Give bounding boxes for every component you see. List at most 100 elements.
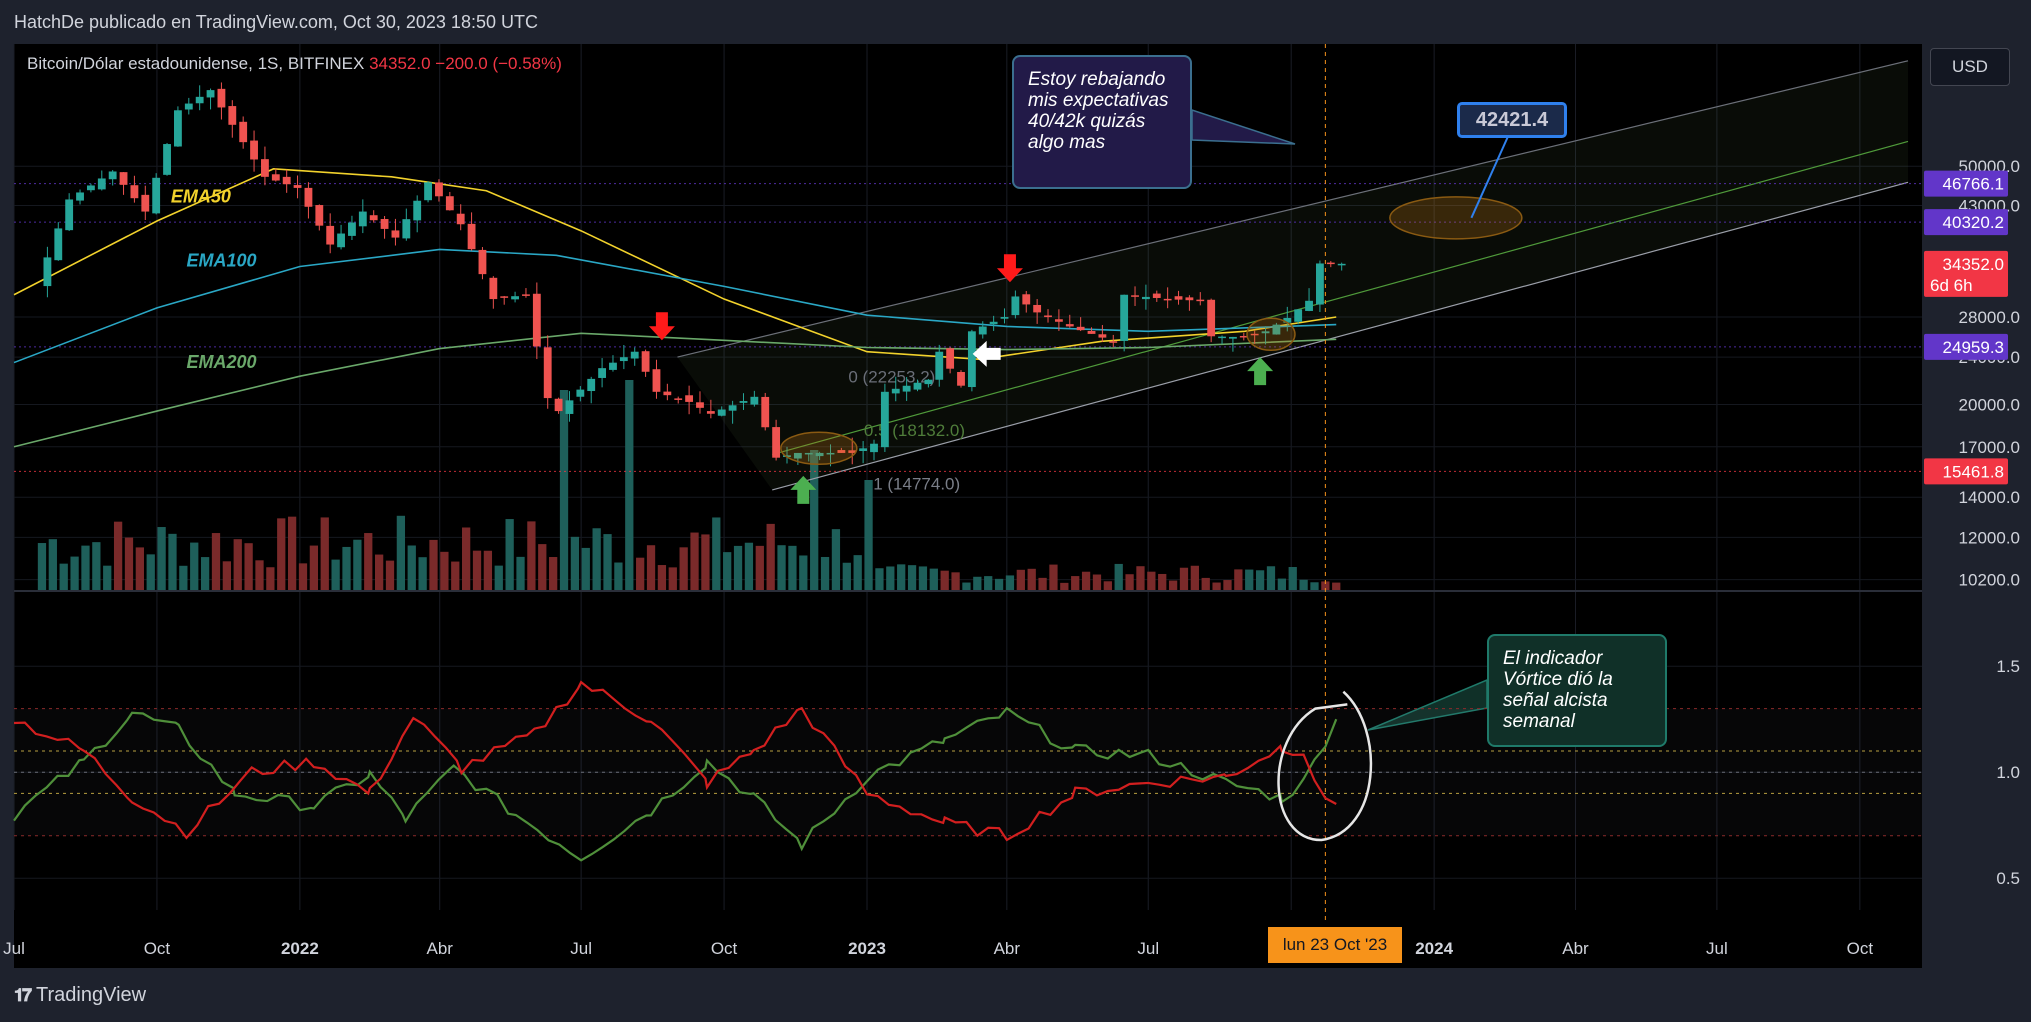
volume-bar xyxy=(559,390,569,590)
volume-bar xyxy=(538,544,547,590)
candle-body xyxy=(337,233,345,248)
candle-body xyxy=(163,144,171,175)
volume-bar xyxy=(603,534,612,590)
horizontal-levels xyxy=(14,183,1922,472)
volume-bar xyxy=(1081,571,1091,590)
price-level-label: 40320.2 xyxy=(1943,213,2004,232)
candle-body xyxy=(543,347,552,399)
volume-bar xyxy=(1179,567,1189,590)
volume-bar xyxy=(298,563,308,590)
annotation-callout-vortex[interactable]: El indicador Vórtice dió la señal alcist… xyxy=(1487,634,1667,747)
time-tick-label: Oct xyxy=(1847,939,1874,958)
volume-bar xyxy=(570,536,580,590)
currency-button[interactable]: USD xyxy=(1930,48,2010,86)
tradingview-logo[interactable]: 𝟏𝟕 TradingView xyxy=(14,984,146,1007)
candle-body xyxy=(1141,296,1150,300)
candle-body xyxy=(728,405,737,411)
annotation-callout-price[interactable]: Estoy rebajando mis expectativas 40/42k … xyxy=(1012,55,1192,189)
candle-body xyxy=(978,326,987,335)
candle-body xyxy=(1207,299,1216,337)
volume-bar xyxy=(320,517,329,590)
publisher-bar: HatchDe publicado en TradingView.com, Oc… xyxy=(0,0,2031,44)
volume-bar xyxy=(712,517,721,590)
volume-bar xyxy=(385,560,395,590)
volume-bar xyxy=(222,561,231,590)
volume-bar xyxy=(1255,570,1265,590)
volume-bar xyxy=(766,523,775,590)
volume-bar xyxy=(897,564,906,590)
candle-body xyxy=(1294,309,1303,322)
volume-bar xyxy=(527,521,536,590)
candle-body xyxy=(1033,304,1042,313)
volume-bar xyxy=(951,572,960,590)
time-tick-label: Jul xyxy=(3,939,25,958)
candle-body xyxy=(761,396,770,428)
volume-bar xyxy=(287,516,297,590)
candle-body xyxy=(880,391,889,448)
time-tick-label: Abr xyxy=(1562,939,1589,958)
price-level-label: 46766.1 xyxy=(1943,175,2004,194)
price-level-badge xyxy=(1924,458,2008,485)
volume-bar xyxy=(190,542,199,590)
candle-body xyxy=(1065,324,1074,327)
chart-background xyxy=(14,44,1922,968)
volume-bar xyxy=(266,567,275,590)
candle-body xyxy=(946,348,955,369)
time-tick-label: Abr xyxy=(994,939,1021,958)
volume-bar xyxy=(875,568,884,590)
signal-circle xyxy=(1277,690,1373,842)
volume-bar xyxy=(907,565,917,590)
candle-body xyxy=(1000,317,1009,319)
candle-body xyxy=(891,388,900,394)
volume-bar xyxy=(777,545,786,590)
candle-body xyxy=(826,452,835,455)
candle-body xyxy=(500,296,509,298)
candle-body xyxy=(228,106,237,125)
volume-bar xyxy=(614,562,623,590)
highlight-ellipse xyxy=(780,431,858,466)
price-level-badge xyxy=(1924,333,2008,360)
volume-bar xyxy=(831,529,841,590)
candle-body xyxy=(141,194,150,212)
volume-bar xyxy=(1310,582,1319,590)
candle-body xyxy=(598,368,607,378)
price-tick-label: 10200.0 xyxy=(1959,571,2020,590)
candle-body xyxy=(1218,336,1226,339)
candle-body xyxy=(804,452,813,455)
volume-bar xyxy=(973,576,982,590)
candle-body xyxy=(413,200,422,221)
volume-bar xyxy=(918,566,928,590)
candle-body xyxy=(76,192,84,201)
candle-body xyxy=(793,452,802,459)
volume-bar xyxy=(103,565,112,590)
candle-body xyxy=(1076,326,1085,331)
volume-bars xyxy=(37,380,1341,590)
candle-body xyxy=(924,379,933,385)
footer-bar: 𝟏𝟕 TradingView xyxy=(0,968,2031,1022)
volume-bar xyxy=(994,578,1004,590)
volume-bar xyxy=(244,543,253,590)
candle-body xyxy=(435,182,443,197)
fib-level-label: 0.5 (18132.0) xyxy=(864,421,965,440)
price-level-badge xyxy=(1924,209,2008,236)
volume-bar xyxy=(1266,566,1276,590)
candle-body xyxy=(1054,319,1063,322)
tradingview-brand: TradingView xyxy=(36,984,147,1006)
left-arrow-icon xyxy=(972,340,1001,367)
time-tick-label: 2024 xyxy=(1415,939,1453,958)
target-price-label[interactable]: 42421.4 xyxy=(1457,102,1567,138)
symbol-legend[interactable]: Bitcoin/Dólar estadounidense, 1S, BITFIN… xyxy=(27,54,562,74)
candle-body xyxy=(456,213,465,225)
candle-body xyxy=(261,159,269,177)
oscillator-tick-label: 0.5 xyxy=(1996,869,2020,888)
volume-bar xyxy=(1027,568,1036,590)
publisher-text: HatchDe publicado en TradingView.com, Oc… xyxy=(14,12,538,32)
sell-arrow-icon xyxy=(996,254,1023,283)
candle-body xyxy=(1163,298,1172,301)
volume-bar xyxy=(309,545,319,590)
price-tick-label: 20000.0 xyxy=(1959,395,2020,414)
last-price-countdown: 6d 6h xyxy=(1930,276,1973,295)
volume-bar xyxy=(374,554,384,590)
volume-bar xyxy=(146,554,155,590)
